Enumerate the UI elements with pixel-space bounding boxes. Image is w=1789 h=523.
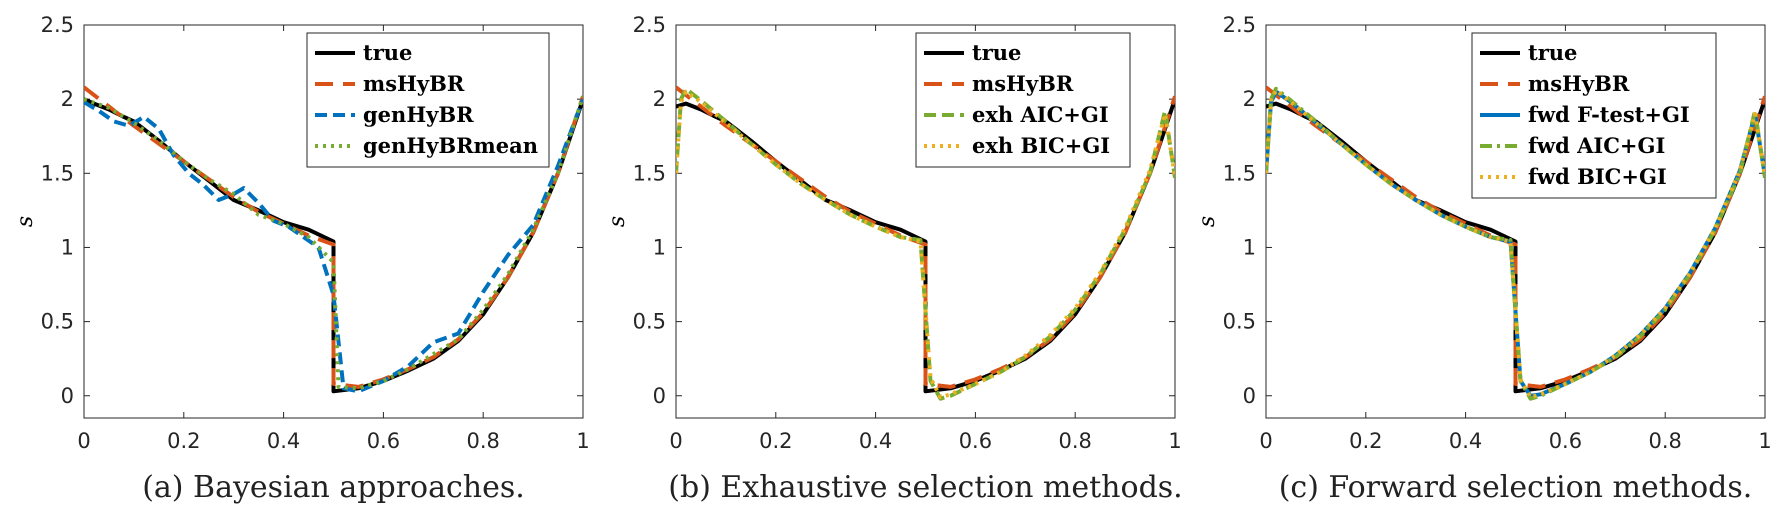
y-tick-label: 2.5 — [633, 13, 666, 37]
y-tick-label: 0 — [1243, 384, 1256, 408]
y-tick-label: 0.5 — [1223, 310, 1256, 334]
figure-caption: (a) Bayesian approaches. — [142, 470, 525, 505]
y-axis-label: s — [13, 216, 38, 227]
series-group — [1266, 85, 1765, 401]
legend-label: exh AIC+GI — [972, 102, 1109, 127]
y-tick-label: 2.5 — [41, 13, 74, 37]
x-tick-label: 0 — [1259, 429, 1272, 453]
legend-label: msHyBR — [972, 71, 1074, 96]
x-tick-label: 0 — [669, 429, 682, 453]
y-tick-label: 0.5 — [633, 310, 666, 334]
y-tick-label: 2.5 — [1223, 13, 1256, 37]
chart-panel-a: 0 0.2 0.4 0.6 0.8 1 0 0.5 1 1.5 2 2.5 s true msHyBR gen… — [13, 13, 590, 505]
y-axis-label: s — [1195, 216, 1220, 227]
x-tick-label: 0.6 — [367, 429, 400, 453]
y-tick-label: 1.5 — [633, 161, 666, 185]
x-tick-label: 0.4 — [267, 429, 300, 453]
series-group — [84, 85, 583, 394]
legend-label: true — [363, 40, 412, 65]
y-tick-label: 1.5 — [1223, 161, 1256, 185]
x-tick-label: 0.6 — [959, 429, 992, 453]
x-tick-label: 0.8 — [466, 429, 499, 453]
y-tick-label: 1 — [61, 235, 74, 259]
figure-caption: (b) Exhaustive selection methods. — [668, 470, 1182, 505]
x-tick-label: 0 — [77, 429, 90, 453]
x-tick-label: 1 — [576, 429, 589, 453]
series-line-exh-bic-gi — [676, 89, 1175, 400]
y-tick-label: 2 — [61, 87, 74, 111]
legend-label: exh BIC+GI — [972, 133, 1110, 158]
y-axis-label: s — [605, 216, 630, 227]
x-tick-label: 0.2 — [167, 429, 200, 453]
y-tick-label: 1 — [653, 235, 666, 259]
y-tick-label: 0 — [653, 384, 666, 408]
x-tick-label: 0.4 — [1449, 429, 1482, 453]
y-tick-label: 2 — [653, 87, 666, 111]
legend-label: msHyBR — [1528, 71, 1630, 96]
series-group — [676, 85, 1175, 401]
series-line-true — [84, 97, 583, 394]
legend-label: fwd F-test+GI — [1528, 102, 1690, 127]
legend-label: genHyBR — [363, 102, 474, 127]
x-tick-label: 0.8 — [1648, 429, 1681, 453]
x-tick-label: 1 — [1168, 429, 1181, 453]
series-line-fwd-aic-gi — [1266, 86, 1765, 401]
y-tick-label: 2 — [1243, 87, 1256, 111]
legend-box — [915, 32, 1131, 168]
x-tick-label: 0.2 — [759, 429, 792, 453]
y-tick-label: 0 — [61, 384, 74, 408]
legend-label: fwd AIC+GI — [1528, 133, 1665, 158]
chart-panel-c: 0 0.2 0.4 0.6 0.8 1 0 0.5 1 1.5 2 2.5 s true msHyBR fwd… — [1195, 13, 1772, 505]
y-tick-label: 0.5 — [41, 310, 74, 334]
chart-panel-b: 0 0.2 0.4 0.6 0.8 1 0 0.5 1 1.5 2 2.5 s true msHyBR exh… — [605, 13, 1183, 505]
y-tick-label: 1 — [1243, 235, 1256, 259]
legend-label: true — [972, 40, 1021, 65]
legend-label: genHyBRmean — [363, 133, 538, 158]
x-tick-label: 0.6 — [1549, 429, 1582, 453]
legend-label: msHyBR — [363, 71, 465, 96]
x-tick-label: 0.4 — [859, 429, 892, 453]
x-tick-label: 1 — [1758, 429, 1771, 453]
legend-label: true — [1528, 40, 1577, 65]
y-tick-label: 1.5 — [41, 161, 74, 185]
x-tick-label: 0.8 — [1058, 429, 1091, 453]
series-line-genhybr — [84, 98, 583, 394]
figure-caption: (c) Forward selection methods. — [1279, 470, 1753, 505]
series-line-genhybrmean — [84, 95, 583, 391]
series-line-mshybr — [84, 85, 583, 389]
legend-label: fwd BIC+GI — [1528, 164, 1667, 189]
x-tick-label: 0.2 — [1349, 429, 1382, 453]
